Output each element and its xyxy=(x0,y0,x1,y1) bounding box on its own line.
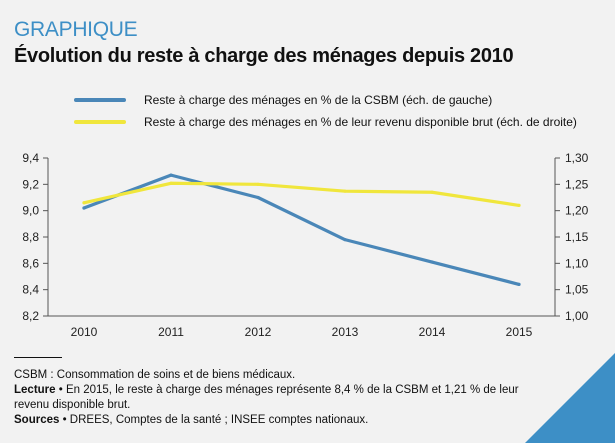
legend-label-yellow: Reste à charge des ménages en % de leur … xyxy=(144,115,577,129)
y-right-tick-label: 1,30 xyxy=(565,151,589,165)
lecture-note: Lecture • En 2015, le reste à charge des… xyxy=(14,383,534,413)
y-right-tick-label: 1,20 xyxy=(565,204,589,218)
legend: Reste à charge des ménages en % de la CS… xyxy=(74,89,577,133)
lecture-label: Lecture xyxy=(14,384,56,396)
legend-item-blue: Reste à charge des ménages en % de la CS… xyxy=(74,89,577,111)
x-tick-label: 2014 xyxy=(419,325,446,339)
series-line-revenu xyxy=(82,181,521,208)
series-point-revenu xyxy=(256,182,260,186)
y-left-tick-label: 9,4 xyxy=(22,151,39,165)
y-left-tick-label: 8,4 xyxy=(22,283,39,297)
x-tick-label: 2015 xyxy=(506,325,533,339)
sources-label: Sources xyxy=(14,414,60,426)
line-chart: 8,2 8,4 8,6 8,8 9,0 9,2 9,4 1,00 1,05 1,10 1,15 1,2… xyxy=(22,151,589,339)
series-point-csbm xyxy=(169,173,173,177)
series-line-csbm xyxy=(82,173,521,286)
y-right-tick-label: 1,00 xyxy=(565,309,589,323)
legend-swatch-blue xyxy=(74,98,126,102)
x-tick-label: 2010 xyxy=(71,325,98,339)
series-point-csbm xyxy=(430,260,434,264)
corner-triangle-decoration xyxy=(525,353,615,443)
x-tick-label: 2013 xyxy=(332,325,359,339)
y-right-tick-label: 1,10 xyxy=(565,256,589,270)
legend-item-yellow: Reste à charge des ménages en % de leur … xyxy=(74,111,577,133)
series-point-revenu xyxy=(82,201,86,205)
legend-label-blue: Reste à charge des ménages en % de la CS… xyxy=(144,93,493,107)
y-right-tick-label: 1,25 xyxy=(565,177,589,191)
lecture-text: • En 2015, le reste à charge des ménages… xyxy=(14,384,519,411)
series-point-revenu xyxy=(517,203,521,207)
series-point-csbm xyxy=(82,206,86,210)
definition-note: CSBM : Consommation de soins et de biens… xyxy=(14,369,296,381)
y-left-tick-label: 9,0 xyxy=(22,204,39,218)
y-right-tick-label: 1,05 xyxy=(565,283,589,297)
sources-text: • DREES, Comptes de la santé ; INSEE com… xyxy=(59,414,369,426)
y-left-tick-label: 9,2 xyxy=(22,177,39,191)
series-point-revenu xyxy=(430,190,434,194)
y-right-tick-label: 1,15 xyxy=(565,230,589,244)
footer-divider xyxy=(14,357,62,358)
y-left-tick-label: 8,8 xyxy=(22,230,39,244)
series-point-csbm xyxy=(256,195,260,200)
series-point-revenu xyxy=(169,181,173,185)
series-point-csbm xyxy=(517,282,521,286)
chart-notes: CSBM : Consommation de soins et de biens… xyxy=(14,368,534,428)
chart-kicker: GRAPHIQUE xyxy=(14,18,138,41)
series-point-csbm xyxy=(343,238,347,242)
x-tick-label: 2011 xyxy=(158,325,184,339)
series-point-revenu xyxy=(343,189,347,193)
x-tick-label: 2012 xyxy=(245,325,272,339)
y-left-tick-label: 8,2 xyxy=(22,309,39,323)
y-left-tick-label: 8,6 xyxy=(22,256,39,270)
chart-title: Évolution du reste à charge des ménages … xyxy=(14,45,514,67)
legend-swatch-yellow xyxy=(74,120,126,124)
sources-note: Sources • DREES, Comptes de la santé ; I… xyxy=(14,413,534,428)
